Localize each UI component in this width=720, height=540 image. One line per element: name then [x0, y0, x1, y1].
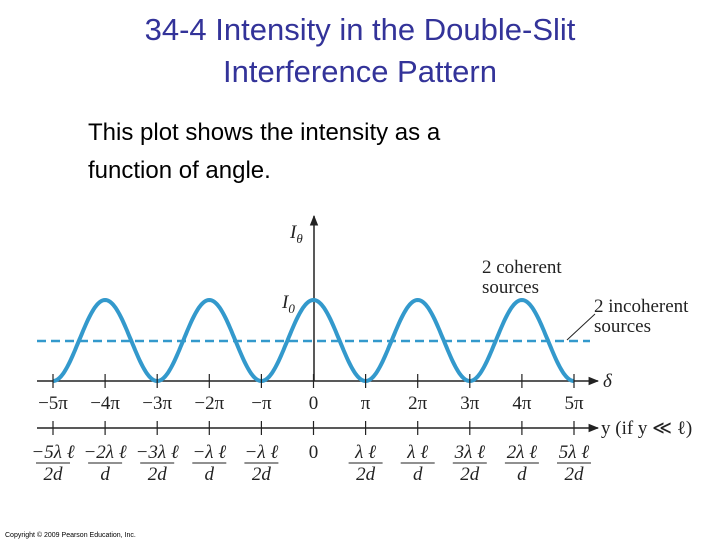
tick-label: π — [361, 393, 371, 414]
tick-label: −5π — [38, 393, 68, 414]
tick-label: −5λ ℓ — [31, 442, 74, 463]
tick-label: −3π — [142, 393, 172, 414]
tick-label: 5π — [564, 393, 584, 414]
tick-label: 2d — [44, 464, 64, 485]
annotation: sources — [482, 277, 539, 298]
leader-line — [566, 313, 596, 341]
tick-label: −π — [251, 393, 272, 414]
tick-label: 0 — [309, 442, 319, 463]
annotation: sources — [594, 316, 651, 337]
tick-label: d — [517, 464, 527, 485]
tick-label: 2d — [565, 464, 585, 485]
annotation: 2 coherent — [482, 257, 562, 278]
tick-label: 2d — [356, 464, 376, 485]
figure: Iθ I0 2 coherent sources 2 incoherent so… — [31, 214, 692, 485]
tick-label: −2λ ℓ — [83, 442, 126, 463]
tick-label: −2π — [194, 393, 224, 414]
tick-label: 3λ ℓ — [454, 442, 485, 463]
tick-label: 0 — [309, 393, 319, 414]
tick-label: −λ ℓ — [245, 442, 279, 463]
tick-label: λ ℓ — [406, 442, 428, 463]
tick-label: 2d — [148, 464, 168, 485]
tick-label: −3λ ℓ — [136, 442, 179, 463]
tick-label: 4π — [512, 393, 532, 414]
tick-label: 2λ ℓ — [507, 442, 537, 463]
copyright: Copyright © 2009 Pearson Education, Inc. — [5, 531, 136, 539]
tick-label: −4π — [90, 393, 120, 414]
tick-label: 2d — [252, 464, 272, 485]
axis-label: δ — [603, 371, 613, 392]
annotation: 2 incoherent — [594, 296, 689, 317]
title: 34-4 Intensity in the Double-Slit — [145, 12, 576, 47]
tick-label: 2π — [408, 393, 428, 414]
tick-label: 2d — [460, 464, 480, 485]
title: Interference Pattern — [223, 54, 497, 89]
tick-label: d — [205, 464, 215, 485]
tick-label: d — [100, 464, 110, 485]
tick-label: λ ℓ — [354, 442, 376, 463]
level-label: I0 — [281, 292, 295, 316]
axis-label: y (if y ≪ ℓ) — [601, 418, 692, 439]
tick-label: 3π — [460, 393, 480, 414]
axis-label: Iθ — [289, 222, 303, 246]
tick-label: d — [413, 464, 423, 485]
body-text: This plot shows the intensity as a — [88, 119, 441, 146]
intensity-curve — [52, 297, 575, 384]
body-text: function of angle. — [88, 157, 271, 184]
tick-label: 5λ ℓ — [559, 442, 589, 463]
tick-label: −λ ℓ — [192, 442, 226, 463]
